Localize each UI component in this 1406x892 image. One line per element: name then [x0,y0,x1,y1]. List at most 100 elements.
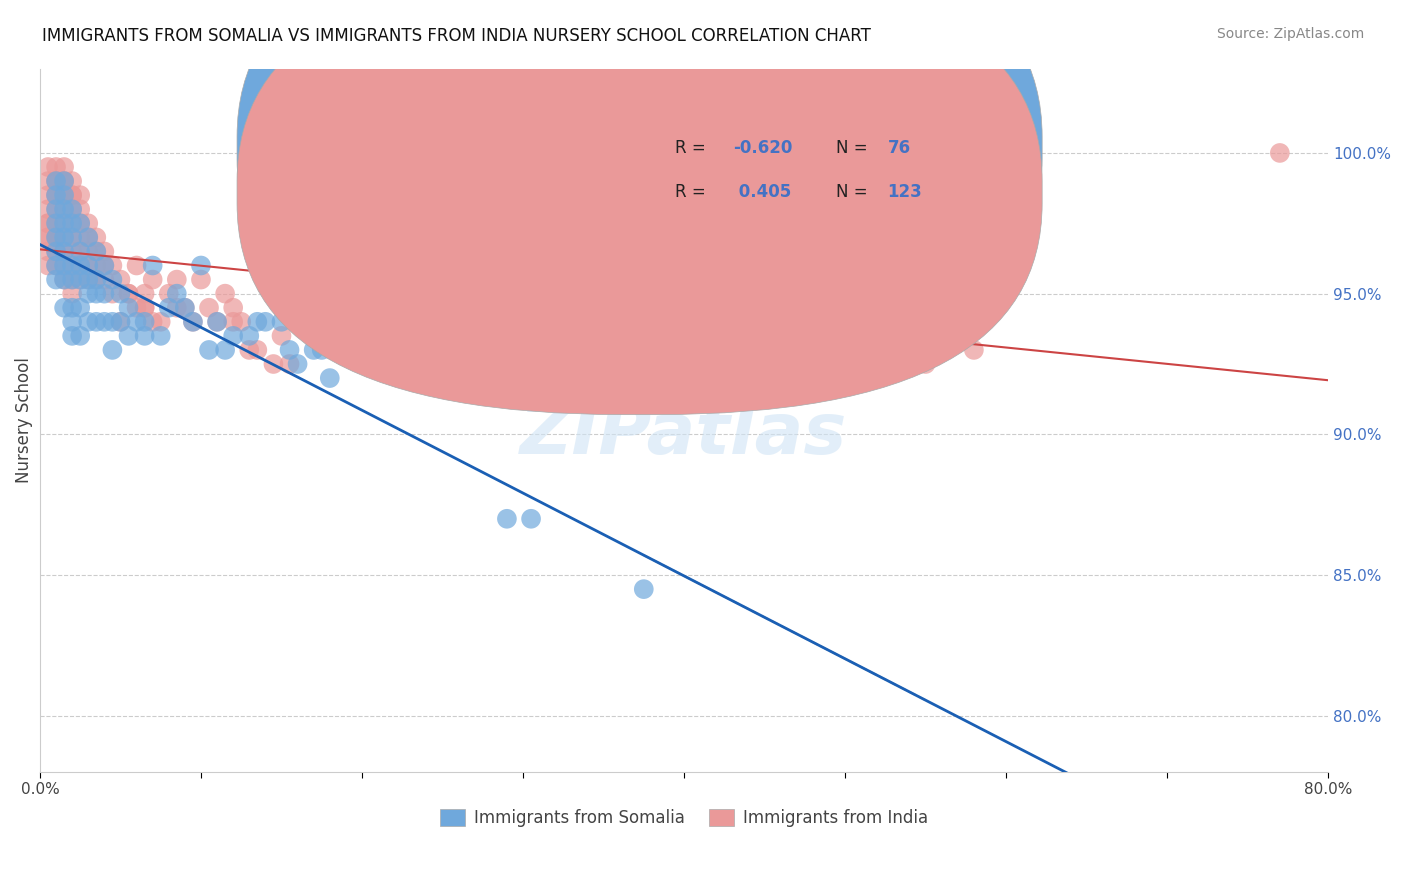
Immigrants from India [53,188,76,202]
Immigrants from India [69,202,91,217]
Immigrants from India [37,160,59,174]
Immigrants from India [367,315,389,329]
Immigrants from Somalia [84,315,107,329]
Immigrants from India [166,301,188,315]
Immigrants from Somalia [69,244,91,259]
Immigrants from Somalia [278,343,301,357]
Immigrants from India [45,188,67,202]
Immigrants from Somalia [134,329,156,343]
Immigrants from India [190,272,212,286]
Immigrants from India [101,286,124,301]
Immigrants from Somalia [84,272,107,286]
Immigrants from Somalia [110,315,132,329]
Immigrants from Somalia [125,315,148,329]
Immigrants from India [84,230,107,244]
Immigrants from India [110,315,132,329]
Immigrants from Somalia [77,230,100,244]
Immigrants from India [214,286,236,301]
Immigrants from India [576,329,599,343]
Immigrants from Somalia [117,329,139,343]
Immigrants from India [53,259,76,273]
Immigrants from India [37,216,59,230]
Immigrants from Somalia [520,512,543,526]
Immigrants from India [222,301,245,315]
Immigrants from India [53,230,76,244]
Immigrants from India [335,301,357,315]
Immigrants from Somalia [69,329,91,343]
Immigrants from Somalia [222,329,245,343]
Immigrants from Somalia [69,272,91,286]
Immigrants from India [166,272,188,286]
Immigrants from India [866,343,889,357]
Text: ZIPatlas: ZIPatlas [520,400,848,469]
Immigrants from India [319,286,342,301]
Immigrants from India [149,315,172,329]
Immigrants from India [697,272,720,286]
Immigrants from India [84,272,107,286]
Immigrants from Somalia [60,202,83,217]
Immigrants from India [45,230,67,244]
Immigrants from India [849,343,872,357]
Immigrants from Somalia [319,371,342,385]
Immigrants from India [77,259,100,273]
Immigrants from Somalia [45,259,67,273]
Immigrants from Somalia [181,315,204,329]
Immigrants from Somalia [53,244,76,259]
Immigrants from India [69,216,91,230]
Immigrants from Somalia [45,188,67,202]
Immigrants from Somalia [53,174,76,188]
Immigrants from India [45,202,67,217]
Immigrants from India [60,202,83,217]
Text: 76: 76 [887,139,911,157]
Immigrants from India [69,259,91,273]
Immigrants from India [134,286,156,301]
Immigrants from Somalia [45,216,67,230]
Immigrants from India [93,272,115,286]
Immigrants from India [665,259,688,273]
Immigrants from Somalia [101,343,124,357]
Immigrants from India [45,174,67,188]
Immigrants from Somalia [84,244,107,259]
Immigrants from India [37,230,59,244]
Immigrants from Somalia [60,216,83,230]
Immigrants from India [37,230,59,244]
Immigrants from India [37,174,59,188]
Text: 0.405: 0.405 [733,183,792,202]
Immigrants from India [110,272,132,286]
Immigrants from India [93,244,115,259]
Immigrants from Somalia [77,259,100,273]
Immigrants from Somalia [53,272,76,286]
Immigrants from Somalia [53,202,76,217]
Immigrants from Somalia [311,343,333,357]
Immigrants from India [53,244,76,259]
Immigrants from India [69,188,91,202]
Immigrants from India [609,329,631,343]
Immigrants from Somalia [134,315,156,329]
Immigrants from India [60,174,83,188]
Immigrants from India [77,244,100,259]
Immigrants from India [117,286,139,301]
Text: 123: 123 [887,183,922,202]
Immigrants from India [350,301,373,315]
Text: IMMIGRANTS FROM SOMALIA VS IMMIGRANTS FROM INDIA NURSERY SCHOOL CORRELATION CHAR: IMMIGRANTS FROM SOMALIA VS IMMIGRANTS FR… [42,27,872,45]
Immigrants from Somalia [149,329,172,343]
Immigrants from India [77,216,100,230]
Immigrants from India [544,315,567,329]
Immigrants from India [246,343,269,357]
Immigrants from Somalia [60,329,83,343]
Immigrants from Somalia [496,512,519,526]
Immigrants from India [801,315,824,329]
Immigrants from India [69,230,91,244]
Immigrants from India [53,188,76,202]
Immigrants from India [834,315,856,329]
Immigrants from India [77,230,100,244]
Immigrants from Somalia [45,174,67,188]
Immigrants from India [294,301,316,315]
Text: -0.620: -0.620 [733,139,793,157]
Immigrants from Somalia [214,343,236,357]
Immigrants from Somalia [84,286,107,301]
Immigrants from India [45,174,67,188]
Immigrants from India [1268,145,1291,160]
Immigrants from Somalia [166,286,188,301]
Immigrants from Somalia [53,188,76,202]
